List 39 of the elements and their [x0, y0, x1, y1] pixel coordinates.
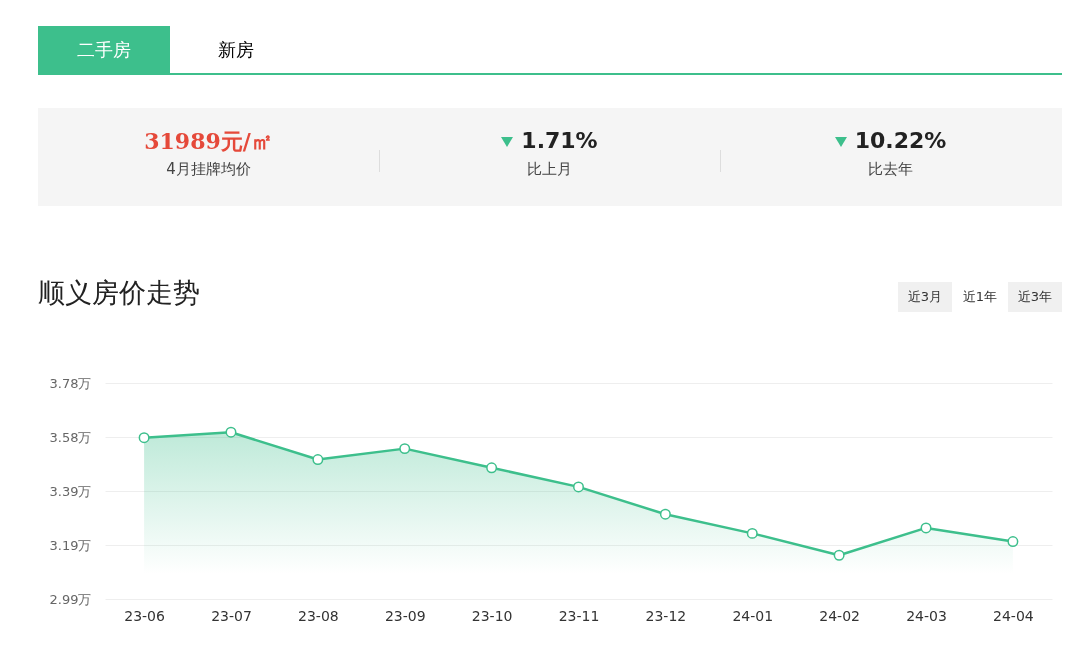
y-tick-label: 3.58万 [49, 429, 92, 445]
text: 二手房 [38, 26, 170, 73]
x-tick-label: 24-04 [993, 607, 1034, 624]
x-tick-label: 23-12 [645, 607, 687, 624]
point [312, 454, 324, 466]
text: 4月挂牌均价 [165, 160, 252, 179]
x-tick-label: 24-02 [819, 607, 860, 624]
point [138, 432, 150, 444]
point [920, 522, 932, 534]
point [1007, 536, 1019, 548]
point [486, 462, 498, 474]
point [399, 443, 411, 455]
point [659, 508, 671, 520]
text: 1.71% [521, 128, 598, 153]
x-tick-label: 23-07 [211, 607, 252, 624]
text: 新房 [217, 38, 255, 62]
y-tick-label: 3.39万 [49, 483, 92, 499]
text: 比去年 [867, 160, 914, 179]
point [833, 549, 845, 561]
x-tick-label: 23-08 [298, 607, 339, 624]
chart-title: 顺义房价走势 [38, 276, 200, 310]
y-tick-label: 3.78万 [49, 375, 92, 391]
point [225, 426, 237, 438]
x-tick-label: 23-10 [471, 607, 513, 624]
x-tick-label: 23-11 [558, 607, 600, 624]
x-tick-label: 23-06 [124, 607, 166, 624]
y-tick-label: 2.99万 [49, 591, 92, 607]
text: 10.22% [854, 128, 947, 153]
point [573, 481, 584, 493]
text: 31989元/㎡ [144, 128, 273, 154]
text: 近3年 [1008, 282, 1062, 312]
y-tick-label: 3.19万 [49, 537, 92, 553]
text: 近1年 [953, 282, 1007, 312]
text: 近3月 [898, 282, 952, 312]
x-tick-label: 23-09 [384, 607, 426, 624]
x-tick-label: 24-03 [906, 607, 947, 624]
point [746, 527, 758, 539]
x-tick-label: 24-01 [732, 607, 774, 624]
text: 比上月 [526, 160, 573, 179]
